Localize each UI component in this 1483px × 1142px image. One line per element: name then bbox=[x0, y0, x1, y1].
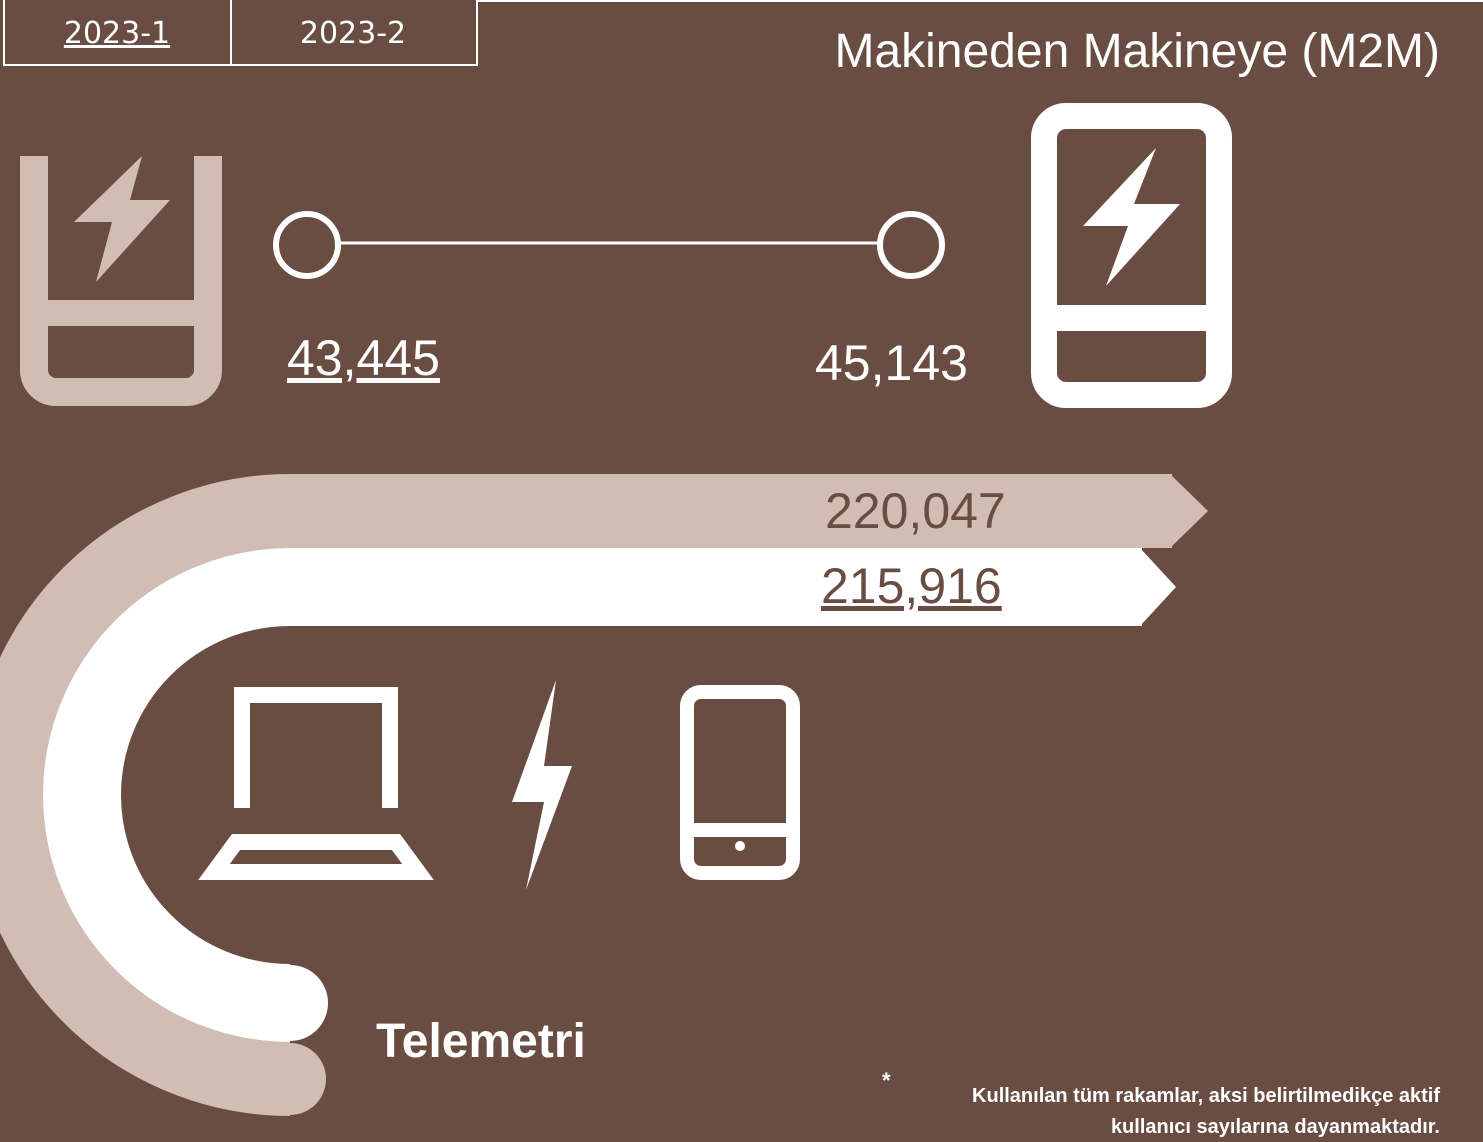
value-label: 43,445 bbox=[287, 330, 440, 386]
timeline-dot bbox=[273, 211, 341, 279]
band-end bbox=[252, 965, 328, 1041]
section-label: Telemetri bbox=[376, 1015, 586, 1068]
title: Makineden Makineye (M2M) bbox=[834, 25, 1440, 78]
value-label: 220,047 bbox=[825, 483, 1006, 539]
laptop-icon bbox=[198, 687, 434, 880]
device-icon-new bbox=[1031, 103, 1232, 408]
footnote: kullanıcı sayılarına dayanmaktadır. bbox=[1111, 1116, 1440, 1138]
tab-label[interactable]: 2023-2 bbox=[300, 16, 406, 51]
device-icon-old bbox=[20, 156, 222, 406]
band-arrow bbox=[1140, 548, 1176, 626]
band-arc bbox=[43, 548, 1142, 1042]
bolt-icon bbox=[512, 680, 572, 890]
tab-box[interactable] bbox=[230, 0, 478, 66]
tab-label[interactable]: 2023-1 bbox=[64, 16, 170, 51]
footnote-mark: * bbox=[882, 1068, 891, 1093]
bolt-icon bbox=[74, 156, 170, 282]
value-label: 45,143 bbox=[815, 335, 968, 391]
bolt-icon bbox=[1083, 148, 1180, 286]
value-label: 215,916 bbox=[821, 558, 1002, 614]
band-end bbox=[254, 1043, 326, 1115]
footnote: Kullanılan tüm rakamlar, aksi belirtilme… bbox=[972, 1085, 1440, 1107]
band-arc bbox=[0, 474, 1172, 1116]
timeline-dot bbox=[877, 211, 945, 279]
band-arrow bbox=[1170, 474, 1208, 548]
phone-button bbox=[735, 841, 745, 851]
phone-icon bbox=[680, 685, 800, 880]
